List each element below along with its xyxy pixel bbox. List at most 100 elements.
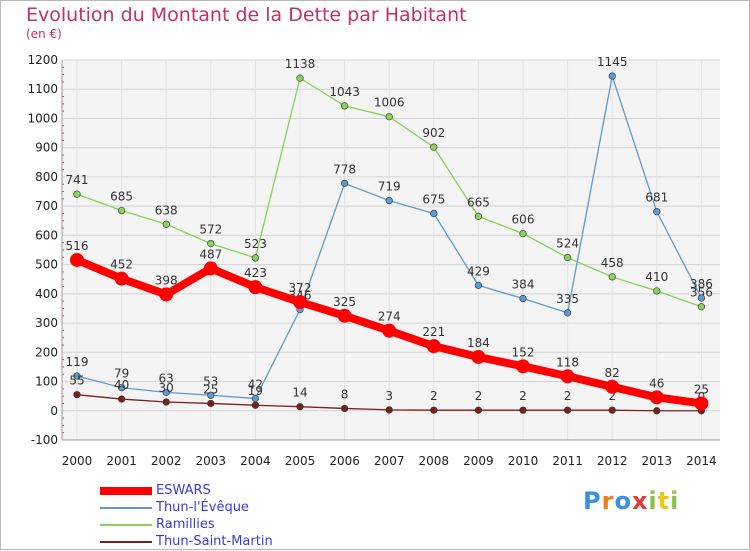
legend-swatch <box>100 487 152 495</box>
data-label-thun-l-v-que: 42 <box>248 377 263 391</box>
legend-swatch <box>100 507 152 509</box>
data-point-ramillies <box>430 143 438 151</box>
data-point-eswars <box>516 359 530 374</box>
y-tick-label: 600 <box>35 228 58 242</box>
data-point-eswars <box>114 271 129 286</box>
y-tick-label: 1100 <box>27 82 58 96</box>
data-point-thun-saint-martin <box>341 404 349 413</box>
data-label-thun-l-v-que: 719 <box>378 180 401 194</box>
data-point-thun-l-v-que <box>207 391 215 399</box>
y-tick-label: 100 <box>35 375 58 389</box>
data-point-thun-l-v-que <box>474 281 483 289</box>
data-point-thun-saint-martin <box>653 407 661 415</box>
data-label-eswars: 184 <box>467 336 490 350</box>
data-label-thun-saint-martin: 2 <box>564 389 572 403</box>
data-point-eswars <box>203 261 218 276</box>
proxiti-logo: Proxiti <box>583 487 680 515</box>
data-point-thun-saint-martin <box>251 401 259 409</box>
data-point-thun-l-v-que <box>341 179 349 187</box>
data-point-ramillies <box>73 190 81 198</box>
legend-label: Ramillies <box>156 517 215 532</box>
x-tick-label: 2002 <box>151 454 182 468</box>
data-label-thun-l-v-que: 386 <box>690 277 713 291</box>
x-tick-label: 2001 <box>106 454 137 468</box>
data-label-ramillies: 572 <box>199 223 222 237</box>
data-label-eswars: 46 <box>649 376 664 390</box>
data-label-ramillies: 606 <box>512 213 535 227</box>
data-point-eswars <box>159 287 174 302</box>
x-tick-label: 2013 <box>642 454 673 468</box>
x-tick-label: 2006 <box>329 454 360 468</box>
x-tick-label: 2008 <box>419 454 450 468</box>
data-label-eswars: 25 <box>694 382 709 396</box>
data-label-ramillies: 1043 <box>329 85 360 99</box>
data-point-eswars <box>426 339 441 354</box>
data-label-thun-l-v-que: 63 <box>159 371 174 385</box>
data-point-eswars <box>560 369 575 384</box>
legend-swatch <box>100 541 152 543</box>
data-point-thun-saint-martin <box>519 406 527 414</box>
data-point-thun-saint-martin <box>162 398 170 406</box>
data-label-thun-saint-martin: 2 <box>519 389 527 403</box>
data-label-ramillies: 410 <box>645 270 668 284</box>
data-point-thun-l-v-que <box>385 197 393 205</box>
data-label-ramillies: 638 <box>155 203 178 217</box>
x-tick-label: 2007 <box>374 454 405 468</box>
data-label-ramillies: 458 <box>601 256 624 270</box>
data-label-eswars: 152 <box>512 345 535 359</box>
data-label-thun-l-v-que: 429 <box>467 264 490 278</box>
data-point-eswars <box>382 323 397 338</box>
chart-title: Evolution du Montant de la Dette par Hab… <box>26 4 467 26</box>
data-label-thun-l-v-que: 778 <box>333 162 356 176</box>
data-label-thun-saint-martin: 14 <box>292 386 307 400</box>
data-point-thun-saint-martin <box>385 406 393 414</box>
data-label-thun-saint-martin: 8 <box>341 387 349 401</box>
data-point-ramillies <box>519 230 527 238</box>
data-label-ramillies: 1138 <box>285 57 316 71</box>
data-label-thun-saint-martin: 2 <box>475 389 483 403</box>
data-label-thun-saint-martin: 2 <box>608 389 616 403</box>
data-point-ramillies <box>563 254 572 262</box>
data-point-eswars <box>70 252 84 267</box>
data-label-eswars: 423 <box>244 266 267 280</box>
legend-label: Thun-Saint-Martin <box>156 534 273 549</box>
y-tick-label: 900 <box>35 141 58 155</box>
data-point-thun-l-v-que <box>430 209 438 218</box>
data-label-thun-l-v-que: 384 <box>512 278 535 292</box>
data-point-thun-saint-martin <box>608 406 616 414</box>
data-point-thun-saint-martin <box>73 391 81 399</box>
data-point-ramillies <box>117 206 126 215</box>
data-label-eswars: 82 <box>605 366 620 380</box>
data-label-thun-saint-martin: 25 <box>203 382 218 396</box>
x-tick-label: 2005 <box>285 454 316 468</box>
y-tick-label: 400 <box>35 287 58 301</box>
data-point-thun-saint-martin <box>563 406 572 414</box>
y-tick-label: 1200 <box>27 53 58 67</box>
data-label-thun-l-v-que: 335 <box>556 292 579 306</box>
x-tick-label: 2014 <box>686 454 717 468</box>
y-tick-label: 200 <box>35 345 58 359</box>
data-label-eswars: 118 <box>556 355 579 369</box>
data-label-eswars: 452 <box>110 258 133 272</box>
data-point-thun-l-v-que <box>563 309 572 317</box>
data-point-eswars <box>293 295 307 310</box>
data-label-thun-saint-martin: 30 <box>159 381 174 395</box>
data-point-thun-saint-martin <box>117 395 126 403</box>
data-point-ramillies <box>608 273 616 281</box>
data-point-thun-l-v-que <box>697 294 706 302</box>
data-point-thun-saint-martin <box>430 406 438 414</box>
data-label-eswars: 516 <box>66 239 89 253</box>
data-label-ramillies: 665 <box>467 195 490 209</box>
data-label-thun-saint-martin: 40 <box>114 378 129 392</box>
data-point-thun-saint-martin <box>474 406 483 414</box>
y-tick-label: 0 <box>50 404 58 418</box>
data-point-thun-l-v-que <box>653 208 661 216</box>
legend-label: Thun-l'Évêque <box>156 500 249 515</box>
y-tick-label: 700 <box>35 199 58 213</box>
x-tick-label: 2003 <box>196 454 227 468</box>
data-point-eswars <box>471 349 486 364</box>
data-point-eswars <box>605 379 620 394</box>
data-point-ramillies <box>207 239 215 248</box>
data-label-eswars: 221 <box>422 325 445 339</box>
chart-unit: (en €) <box>26 27 62 41</box>
